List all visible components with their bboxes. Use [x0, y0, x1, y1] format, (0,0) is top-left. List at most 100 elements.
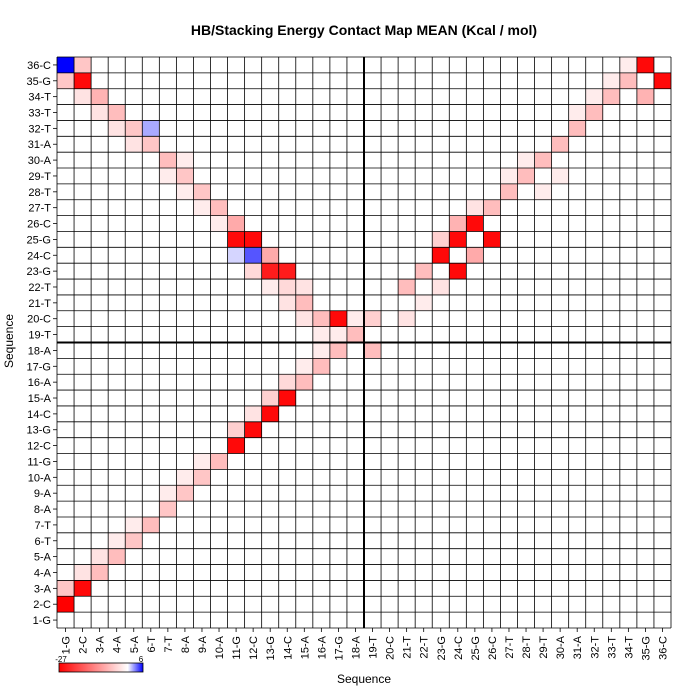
- heatmap-cell: [585, 104, 603, 121]
- x-tick-label: 17-G: [333, 636, 345, 660]
- y-tick-label: 3-A: [34, 583, 52, 595]
- y-tick-label: 16-A: [28, 377, 52, 389]
- heatmap-cell: [449, 231, 467, 248]
- y-tick-label: 30-A: [28, 155, 52, 167]
- heatmap-cell: [398, 279, 416, 295]
- x-tick-label: 5-A: [129, 635, 141, 653]
- y-tick-label: 14-C: [27, 409, 51, 421]
- heatmap-cell: [398, 310, 416, 327]
- x-tick-label: 29-T: [538, 636, 550, 659]
- heatmap-cell: [415, 263, 433, 280]
- y-tick-label: 4-A: [34, 567, 52, 579]
- x-tick-label: 16-A: [316, 635, 328, 659]
- heatmap-cell: [125, 532, 143, 549]
- heatmap-cell: [295, 279, 313, 295]
- heatmap-cell: [483, 199, 501, 216]
- heatmap-cell: [244, 231, 262, 248]
- heatmap-cell: [176, 469, 194, 486]
- heatmap-cell: [125, 136, 143, 153]
- heatmap-cell: [653, 72, 671, 89]
- heatmap-cell: [312, 342, 330, 359]
- heatmap-cell: [312, 326, 330, 343]
- heatmap-cell: [278, 279, 296, 295]
- heatmap-cell: [261, 247, 279, 264]
- heatmap-cell: [142, 136, 160, 153]
- x-tick-label: 36-C: [657, 636, 669, 660]
- x-tick-label: 4-A: [112, 635, 124, 653]
- heatmap-cell: [619, 72, 637, 89]
- y-tick-label: 28-T: [28, 187, 51, 199]
- heatmap-cell: [295, 294, 313, 311]
- heatmap-cell: [176, 485, 194, 502]
- heatmap-cell: [125, 120, 143, 137]
- x-tick-label: 28-T: [521, 636, 533, 659]
- heatmap-cell: [210, 215, 228, 232]
- x-tick-label: 33-T: [606, 636, 618, 659]
- y-tick-label: 35-G: [27, 76, 51, 88]
- x-tick-label: 1-G: [61, 636, 73, 654]
- x-tick-label: 35-G: [640, 636, 652, 660]
- y-tick-label: 6-T: [35, 536, 52, 548]
- heatmap-cell: [636, 88, 654, 105]
- heatmap-cell: [159, 485, 177, 502]
- heatmap-cell: [210, 199, 228, 216]
- y-tick-label: 25-G: [27, 234, 51, 246]
- heatmap-cell: [585, 88, 603, 105]
- heatmap-cell: [159, 168, 177, 184]
- y-tick-label: 26-C: [27, 219, 51, 231]
- x-tick-label: 11-G: [231, 636, 243, 660]
- y-tick-label: 32-T: [28, 123, 51, 135]
- heatmap-cell: [108, 532, 126, 549]
- heatmap-cell: [602, 88, 620, 105]
- chart-title: HB/Stacking Energy Contact Map MEAN (Kca…: [191, 22, 537, 38]
- heatmap-cell: [159, 501, 177, 517]
- heatmap-cell: [534, 152, 552, 169]
- heatmap-cell: [74, 72, 92, 89]
- heatmap-cell: [568, 104, 586, 121]
- x-tick-label: 20-C: [385, 636, 397, 660]
- x-tick-label: 10-A: [214, 635, 226, 659]
- heatmap-cell: [57, 72, 75, 89]
- y-tick-label: 10-A: [28, 472, 52, 484]
- heatmap-cell: [619, 57, 637, 73]
- heatmap-grid: [56, 56, 672, 629]
- x-tick-label: 18-A: [350, 635, 362, 659]
- x-tick-label: 14-C: [282, 636, 294, 660]
- heatmap-cell: [261, 279, 279, 295]
- x-tick-label: 21-T: [402, 636, 414, 659]
- heatmap-cell: [193, 199, 211, 216]
- heatmap-cell: [278, 374, 296, 391]
- heatmap-cell: [142, 120, 160, 137]
- heatmap-cell: [244, 247, 262, 264]
- y-tick-label: 22-T: [28, 282, 51, 294]
- heatmap-cell: [364, 342, 382, 359]
- y-tick-label: 7-T: [35, 520, 52, 532]
- heatmap-cell: [449, 215, 467, 232]
- y-tick-label: 8-A: [34, 504, 52, 516]
- heatmap-cell: [176, 183, 194, 200]
- heatmap-cell: [57, 580, 75, 597]
- heatmap-cell: [329, 326, 347, 343]
- heatmap-cell: [568, 120, 586, 137]
- y-tick-label: 9-A: [34, 488, 52, 500]
- heatmap-cell: [346, 310, 364, 327]
- y-tick-label: 15-A: [28, 393, 52, 405]
- heatmap-cell: [57, 57, 75, 73]
- colorbar-gradient: [58, 662, 144, 673]
- x-tick-label: 9-A: [197, 635, 209, 653]
- heatmap-cell: [176, 168, 194, 184]
- x-tick-label: 13-G: [265, 636, 277, 660]
- y-tick-label: 36-C: [27, 60, 51, 72]
- colorbar-min-label: -27: [55, 655, 67, 664]
- x-tick-label: 23-G: [436, 636, 448, 660]
- heatmap-cell: [227, 437, 245, 454]
- heatmap-cell: [364, 310, 382, 327]
- heatmap-cell: [91, 564, 109, 581]
- heatmap-cell: [432, 231, 450, 248]
- y-tick-label: 5-A: [34, 552, 52, 564]
- x-tick-label: 25-G: [470, 636, 482, 660]
- x-tick-label: 15-A: [299, 635, 311, 659]
- heatmap-cell: [227, 247, 245, 264]
